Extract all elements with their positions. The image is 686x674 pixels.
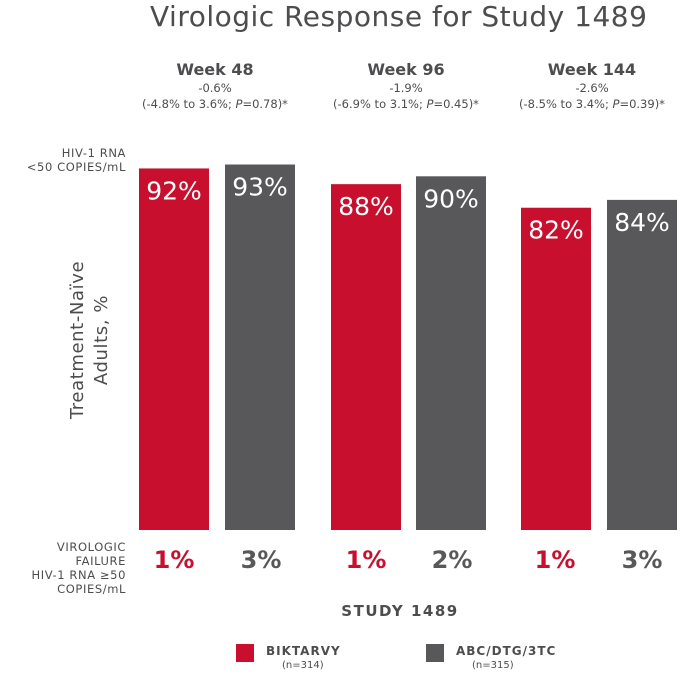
bar-label-abc-dtg-3tc-week-48: 93% (232, 173, 288, 202)
bar-label-abc-dtg-3tc-week-96: 90% (423, 184, 479, 213)
week-144-header: Week 144 -2.6% (-8.5% to 3.4%; P=0.39)* (497, 60, 686, 111)
legend-label-biktarvy: BIKTARVY (266, 644, 341, 658)
failure-biktarvy-week-144: 1% (534, 546, 576, 574)
failure-biktarvy-week-48: 1% (153, 546, 195, 574)
legend-swatch-abc-dtg-3tc (426, 644, 444, 662)
week-48-ci: (-4.8% to 3.6%; P=0.78)* (142, 97, 288, 111)
x-axis-label: STUDY 1489 (341, 602, 459, 620)
failure-label-line-1: VIROLOGIC (56, 540, 126, 554)
week-96-difference: -1.9% (389, 81, 423, 95)
bar-label-biktarvy-week-144: 82% (528, 216, 584, 245)
bar-label-abc-dtg-3tc-week-144: 84% (614, 208, 670, 237)
week-144-ci: (-8.5% to 3.4%; P=0.39)* (519, 97, 665, 111)
bar-biktarvy-week-144 (521, 207, 591, 531)
failure-abc-week-48: 3% (240, 546, 282, 574)
week-48-header: Week 48 -0.6% (-4.8% to 3.6%; P=0.78)* (120, 60, 310, 111)
legend-swatch-biktarvy (236, 644, 254, 662)
virologic-failure-label: VIROLOGIC FAILURE HIV-1 RNA ≥50 COPIES/m… (10, 540, 126, 596)
bar-biktarvy-week-96 (331, 184, 401, 530)
bar-abc-dtg-3tc-week-48 (225, 164, 295, 530)
week-144-label: Week 144 (547, 60, 637, 79)
failure-label-line-2: FAILURE (75, 554, 126, 568)
week-144-difference: -2.6% (575, 81, 609, 95)
bar-abc-dtg-3tc-week-96 (416, 176, 486, 531)
chart-title: Virologic Response for Study 1489 (150, 0, 648, 33)
response-threshold-label: HIV-1 RNA <50 COPIES/mL (10, 146, 126, 174)
week-96-ci: (-6.9% to 3.1%; P=0.45)* (333, 97, 479, 111)
bar-biktarvy-week-48 (139, 168, 209, 530)
legend-n-biktarvy: (n=314) (282, 660, 324, 671)
legend-n-abc-dtg-3tc: (n=315) (472, 660, 514, 671)
failure-biktarvy-week-96: 1% (345, 546, 387, 574)
response-label-line-2: <50 COPIES/mL (26, 160, 126, 174)
week-48-label: Week 48 (176, 60, 254, 79)
bar-label-biktarvy-week-48: 92% (146, 176, 202, 205)
response-label-line-1: HIV-1 RNA (61, 146, 126, 160)
week-96-header: Week 96 -1.9% (-6.9% to 3.1%; P=0.45)* (311, 60, 501, 111)
failure-abc-week-96: 2% (431, 546, 473, 574)
bar-abc-dtg-3tc-week-144 (607, 199, 677, 530)
bar-label-biktarvy-week-96: 88% (338, 192, 394, 221)
failure-label-line-4: COPIES/mL (57, 582, 126, 596)
failure-label-line-3: HIV-1 RNA ≥50 (31, 568, 126, 582)
week-48-difference: -0.6% (198, 81, 232, 95)
week-96-label: Week 96 (367, 60, 445, 79)
legend-label-abc-dtg-3tc: ABC/DTG/3TC (456, 644, 557, 658)
failure-abc-week-144: 3% (621, 546, 663, 574)
